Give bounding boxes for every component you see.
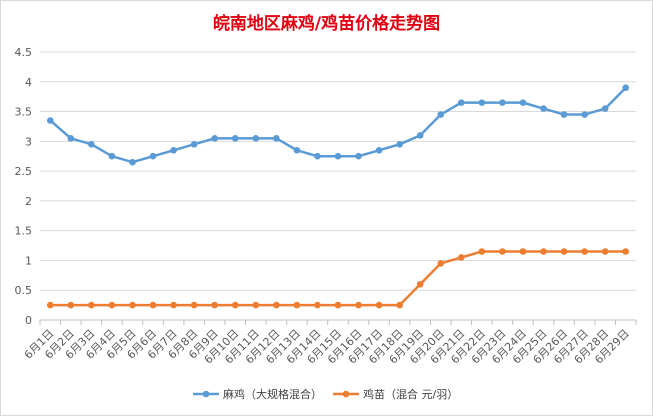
data-point bbox=[129, 158, 136, 166]
data-point bbox=[581, 248, 588, 255]
y-axis-ticks: 0 0.5 1 1.5 2 2.5 3 3.5 4 4.5 bbox=[15, 46, 33, 327]
data-point bbox=[334, 152, 342, 160]
y-tick-label: 3.5 bbox=[15, 106, 33, 119]
data-point bbox=[622, 84, 630, 92]
data-point bbox=[601, 248, 609, 255]
data-point bbox=[252, 135, 260, 142]
y-tick-label: 2.5 bbox=[15, 165, 33, 178]
series-line bbox=[50, 250, 626, 307]
data-point bbox=[416, 132, 424, 139]
y-tick-label: 3 bbox=[25, 135, 32, 148]
legend-label: 鸡苗（混合 元/羽） bbox=[363, 387, 458, 401]
data-point bbox=[293, 301, 301, 309]
data-point bbox=[149, 152, 157, 160]
data-point bbox=[293, 146, 301, 154]
data-point bbox=[437, 111, 445, 118]
data-point bbox=[231, 301, 239, 309]
y-tick-label: 1.5 bbox=[15, 225, 33, 238]
data-point bbox=[46, 117, 54, 124]
data-point bbox=[46, 301, 54, 309]
data-point bbox=[540, 105, 547, 112]
data-point bbox=[67, 135, 75, 142]
data-point bbox=[375, 146, 383, 154]
legend: 麻鸡（大规格混合） 鸡苗（混合 元/羽） bbox=[193, 387, 458, 401]
legend-item-1: 麻鸡（大规格混合） bbox=[193, 387, 322, 401]
data-point bbox=[129, 301, 136, 309]
data-point bbox=[458, 254, 465, 261]
data-point bbox=[170, 146, 177, 154]
legend-label: 麻鸡（大规格混合） bbox=[223, 387, 322, 401]
y-tick-label: 2 bbox=[25, 195, 32, 208]
data-point bbox=[416, 280, 424, 288]
data-point bbox=[499, 99, 506, 106]
data-point bbox=[211, 135, 218, 142]
legend-swatch-marker bbox=[202, 390, 210, 398]
data-point bbox=[458, 99, 465, 106]
data-point bbox=[396, 141, 403, 148]
data-point bbox=[581, 111, 588, 118]
data-point bbox=[273, 301, 280, 309]
data-point bbox=[314, 301, 321, 309]
data-point bbox=[396, 301, 403, 309]
data-point bbox=[211, 301, 218, 309]
data-point bbox=[355, 152, 362, 160]
data-point bbox=[560, 248, 568, 255]
y-tick-label: 0.5 bbox=[15, 284, 33, 297]
data-point bbox=[190, 141, 198, 148]
data-point bbox=[478, 99, 486, 106]
data-point bbox=[355, 301, 362, 309]
data-point bbox=[540, 248, 547, 255]
series-line bbox=[49, 86, 627, 164]
data-point bbox=[334, 301, 342, 309]
data-point bbox=[190, 301, 198, 309]
data-point bbox=[519, 248, 527, 255]
data-point bbox=[375, 301, 383, 309]
data-point bbox=[519, 99, 527, 106]
data-point bbox=[314, 152, 321, 160]
series-1 bbox=[46, 84, 630, 166]
data-point bbox=[273, 135, 280, 142]
data-point bbox=[231, 135, 239, 142]
series-2 bbox=[46, 248, 630, 309]
data-point bbox=[437, 260, 445, 267]
data-point bbox=[478, 248, 486, 255]
data-point bbox=[252, 301, 260, 309]
series-layer bbox=[46, 84, 630, 309]
data-point bbox=[601, 105, 609, 112]
data-point bbox=[108, 301, 116, 309]
y-tick-label: 1 bbox=[25, 254, 32, 267]
data-point bbox=[88, 301, 95, 309]
data-point bbox=[88, 141, 95, 148]
gridlines bbox=[40, 51, 636, 321]
y-tick-label: 0 bbox=[25, 314, 32, 327]
legend-item-2: 鸡苗（混合 元/羽） bbox=[333, 387, 458, 401]
data-point bbox=[108, 152, 116, 160]
data-point bbox=[499, 248, 506, 255]
data-point bbox=[149, 301, 157, 309]
y-tick-label: 4 bbox=[25, 76, 32, 89]
data-point bbox=[170, 301, 177, 309]
data-point bbox=[560, 111, 568, 118]
legend-swatch-marker bbox=[342, 390, 350, 398]
x-axis-ticks: 6月1日6月2日6月3日6月4日6月5日6月6日6月7日6月8日6月9日6月10… bbox=[22, 320, 637, 367]
data-point bbox=[67, 301, 75, 309]
chart-title: 皖南地区麻鸡/鸡苗价格走势图 bbox=[212, 14, 441, 34]
data-point bbox=[622, 248, 630, 255]
y-tick-label: 4.5 bbox=[15, 46, 33, 59]
